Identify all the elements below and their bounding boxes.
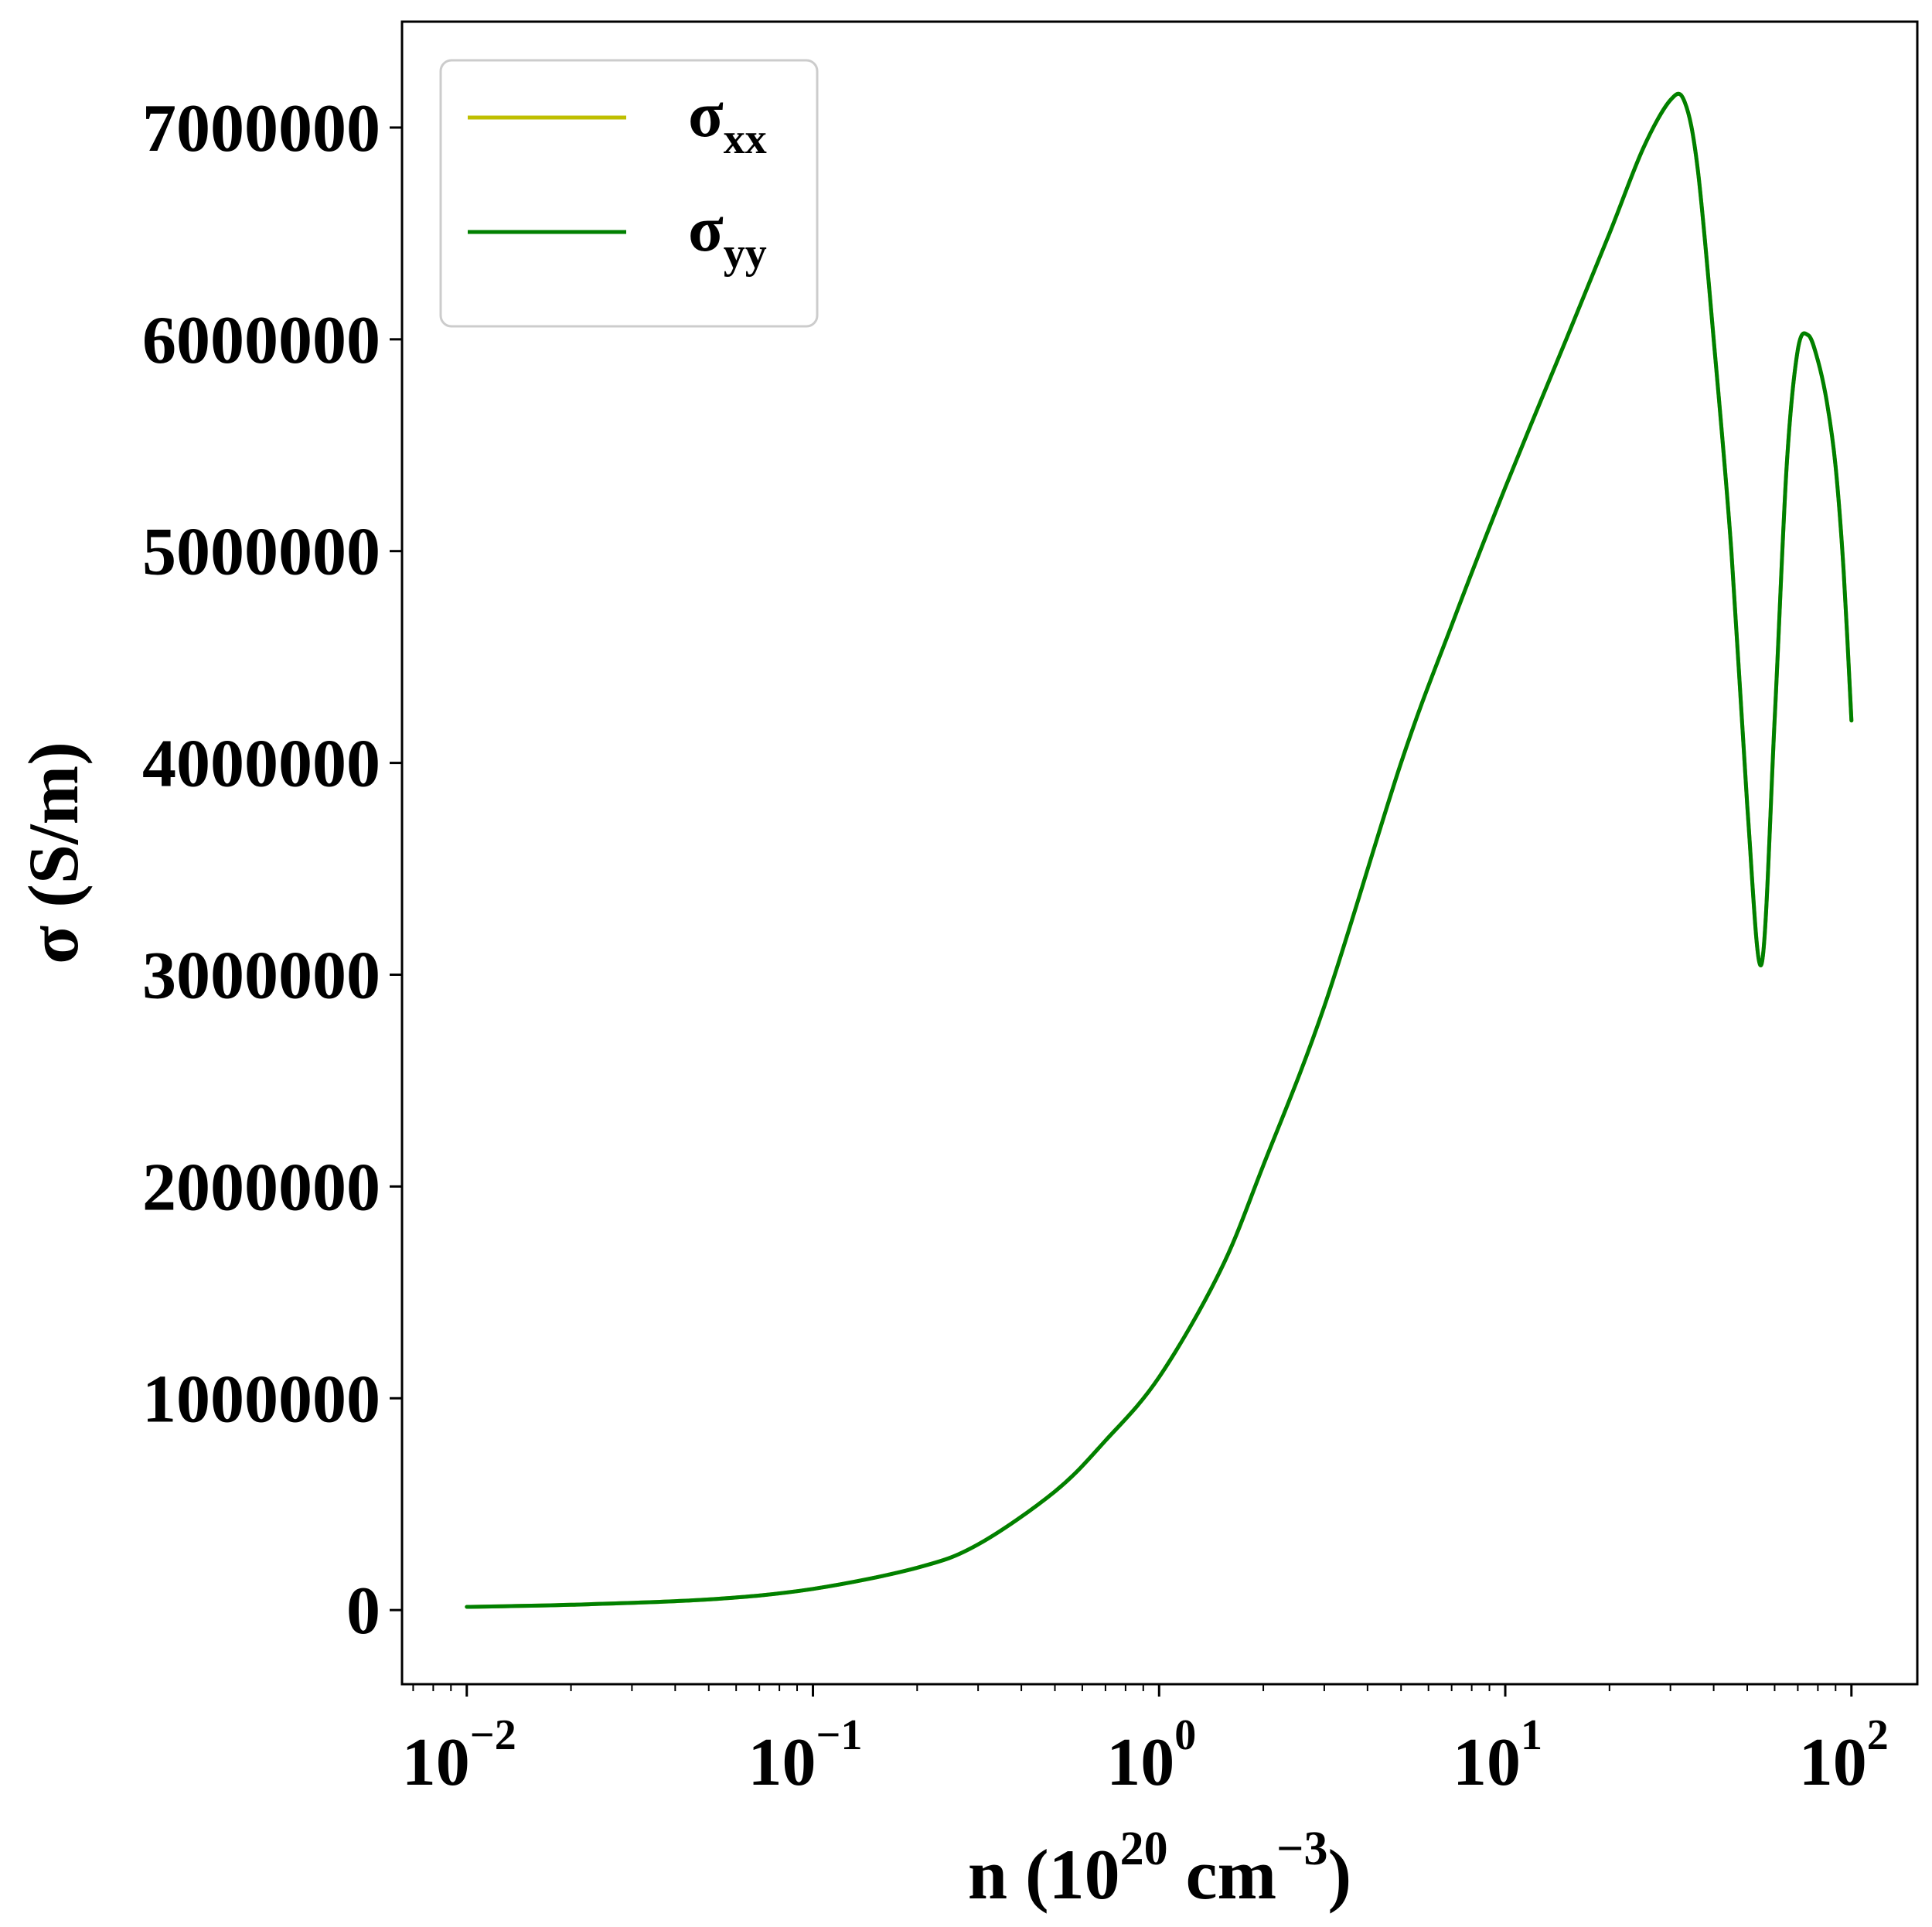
y-tick-label: 5000000 xyxy=(142,515,380,590)
x-axis-label-end: ) xyxy=(1328,1835,1352,1914)
x-axis-label-exp2: −3 xyxy=(1276,1823,1327,1875)
axis-labels: σ (S/m) n (1020 cm−3) xyxy=(14,742,1351,1914)
x-tick-label: 10−2 xyxy=(402,1711,516,1800)
legend-box xyxy=(439,59,819,328)
y-tick-label: 6000000 xyxy=(142,303,380,378)
tick-layer: 0 1000000 2000000 3000000 4000000 5000000 6000… xyxy=(142,91,1889,1800)
x-tick-label: 102 xyxy=(1799,1711,1889,1800)
legend-label-xx: σxx xyxy=(688,79,767,163)
x-tick-label: 100 xyxy=(1106,1711,1196,1800)
x-axis-label-exp1: 20 xyxy=(1120,1823,1168,1875)
y-axis-label: σ (S/m) xyxy=(14,742,93,964)
y-tick-label: 4000000 xyxy=(142,727,380,802)
x-tick-label: 10−1 xyxy=(748,1711,863,1800)
legend-label-yy: σyy xyxy=(688,193,767,278)
legend-entries: σxx σyy xyxy=(468,79,767,278)
y-tick-label: 2000000 xyxy=(142,1150,380,1225)
y-tick-label: 0 xyxy=(346,1574,380,1649)
y-tick-label: 3000000 xyxy=(142,938,380,1013)
x-axis-label: n (1020 cm−3) xyxy=(968,1823,1351,1914)
x-axis-label-base: n (10 xyxy=(968,1835,1120,1914)
plot-layer xyxy=(465,91,1854,1609)
series-line-σyy xyxy=(465,91,1854,1609)
y-tick-label: 1000000 xyxy=(142,1362,380,1437)
y-tick-label: 7000000 xyxy=(142,91,380,166)
x-tick-label: 101 xyxy=(1453,1711,1542,1800)
x-axis-label-mid: cm xyxy=(1168,1835,1276,1914)
legend: σxx σyy xyxy=(439,59,819,328)
